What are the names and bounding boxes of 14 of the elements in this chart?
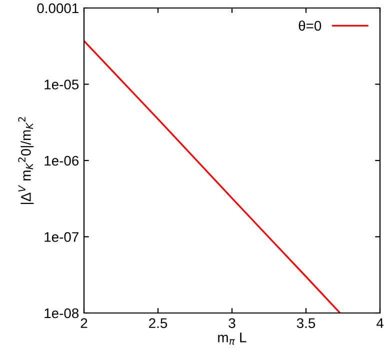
x-tick-label: 2.5 <box>149 318 168 328</box>
x-tick-label: 3 <box>228 318 236 328</box>
y-tick-label: 0.0001 <box>37 3 78 14</box>
x-axis-title: m$_{π}$ L <box>218 332 246 345</box>
x-tick-label: 4 <box>376 318 384 328</box>
y-tick-label: 1e-06 <box>44 156 79 166</box>
y-tick-label: 1e-08 <box>44 308 79 318</box>
legend-label: θ=0 <box>298 20 322 31</box>
line-series <box>84 40 341 313</box>
y-tick-label: 1e-07 <box>44 232 78 242</box>
y-tick-label: 1e-05 <box>44 80 79 90</box>
x-tick-label: 2 <box>80 318 88 328</box>
x-tick-label: 3.5 <box>296 318 316 328</box>
y-axis-title: |Δ$^{V}$ m$_{K}$$^{2}$0|/m$_{K}$$^{2}$ <box>18 117 34 204</box>
